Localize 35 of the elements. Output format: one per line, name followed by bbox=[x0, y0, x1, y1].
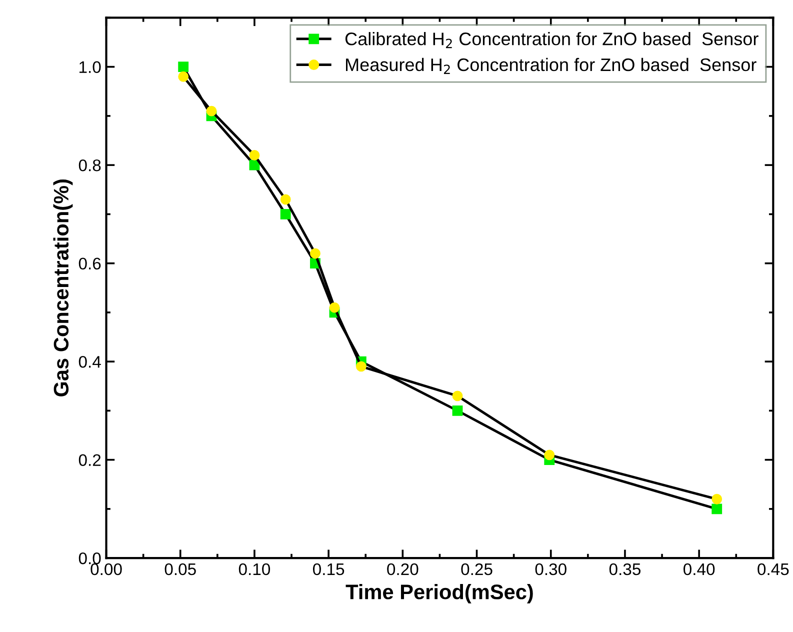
point bbox=[712, 494, 722, 504]
point bbox=[452, 405, 463, 416]
x-tick-label: 0.45 bbox=[758, 563, 789, 576]
point bbox=[544, 450, 555, 460]
point bbox=[329, 302, 340, 313]
legend-label: Calibrated H$_{2}$ Concentration for ZnO based Sensor bbox=[345, 32, 758, 48]
y-tick-label: 0.2 bbox=[78, 454, 101, 466]
x-tick-label: 0.00 bbox=[90, 563, 122, 576]
x-tick-label: 0.05 bbox=[164, 563, 196, 576]
y-tick-label: 0.0 bbox=[78, 552, 101, 564]
x-tick-label: 0.15 bbox=[313, 563, 344, 576]
point bbox=[280, 208, 291, 220]
x-tick-label: 0.30 bbox=[535, 563, 566, 576]
x-tick-label: 0.25 bbox=[461, 563, 492, 576]
y-tick-label: 0.4 bbox=[78, 356, 101, 368]
x-tick-label: 0.10 bbox=[238, 563, 270, 576]
point bbox=[178, 62, 189, 72]
x-axis-title: Time Period(mSec) bbox=[346, 584, 533, 604]
legend-label: Measured H$_{2}$ Concentration for ZnO based Sensor bbox=[346, 58, 756, 74]
point bbox=[280, 194, 291, 205]
y-tick-label: 0.6 bbox=[78, 258, 101, 270]
point bbox=[712, 504, 722, 514]
x-tick-label: 0.35 bbox=[609, 563, 640, 576]
point bbox=[356, 361, 366, 372]
point bbox=[178, 71, 189, 82]
point bbox=[249, 150, 260, 160]
point bbox=[310, 248, 320, 259]
x-tick-label: 0.20 bbox=[387, 563, 418, 576]
point bbox=[452, 390, 463, 402]
point bbox=[206, 106, 217, 116]
y-tick-label: 0.8 bbox=[78, 159, 101, 172]
y-tick-label: 1.0 bbox=[80, 61, 101, 74]
y-axis-title: Gas Concentration(%) bbox=[53, 180, 73, 396]
point bbox=[249, 160, 260, 170]
x-tick-label: 0.40 bbox=[684, 563, 715, 576]
